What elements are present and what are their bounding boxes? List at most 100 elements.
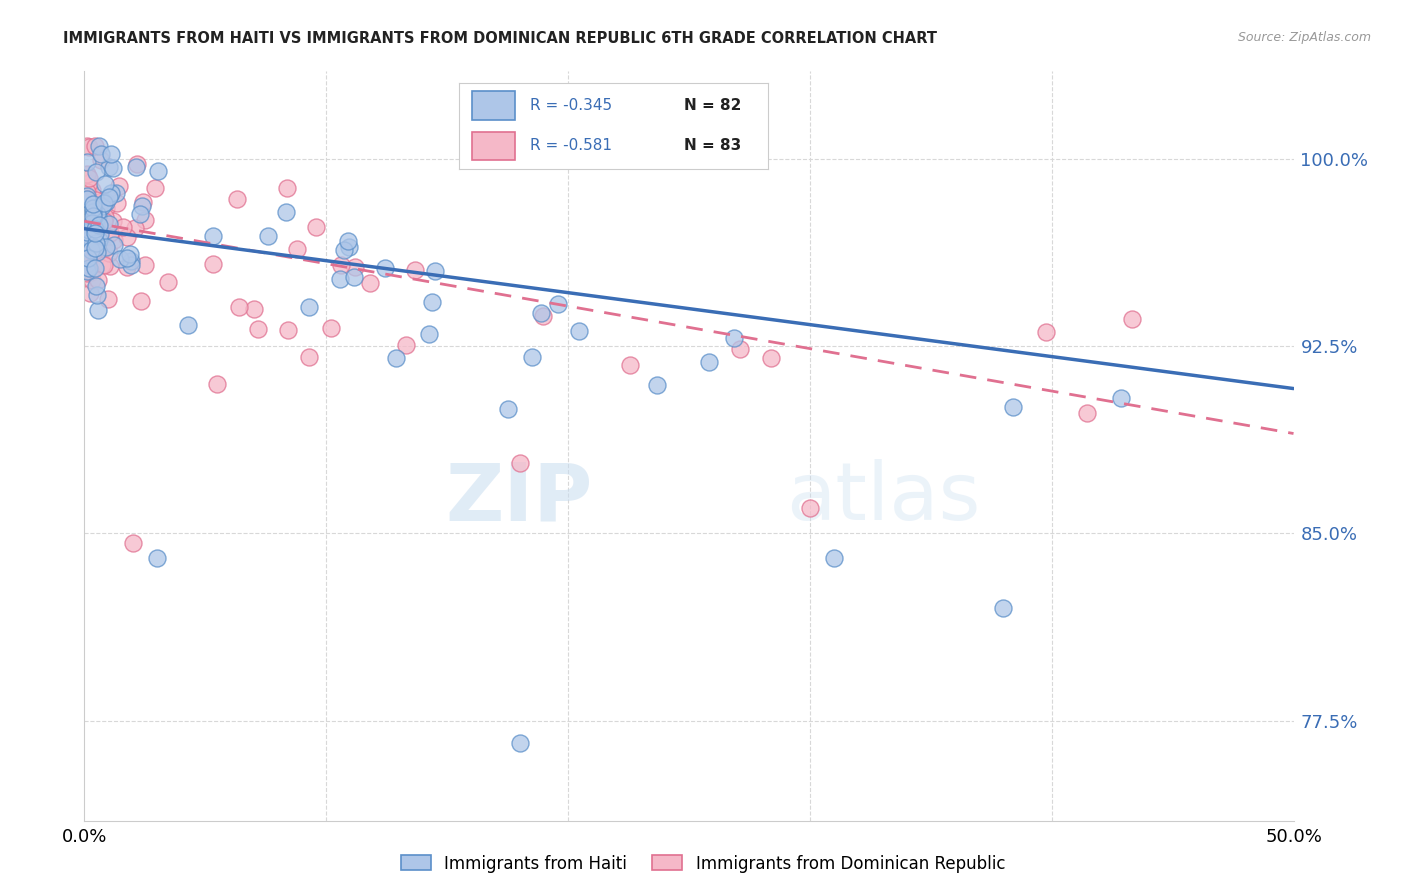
Point — [145, 181, 167, 195]
Point — [98, 246, 121, 260]
Point — [93, 258, 115, 272]
Point — [83, 139, 105, 153]
Point — [98, 226, 121, 240]
Point — [343, 269, 366, 284]
Point — [101, 161, 124, 176]
Point — [77, 219, 100, 233]
Point — [530, 306, 553, 320]
Point — [305, 220, 328, 235]
Point — [823, 551, 845, 566]
Point — [1121, 311, 1143, 326]
Point — [243, 302, 266, 317]
Point — [131, 293, 153, 308]
Point — [77, 209, 100, 223]
Point — [418, 327, 440, 342]
Point — [87, 139, 110, 153]
Point — [132, 195, 155, 210]
Point — [131, 199, 153, 213]
Point — [257, 229, 280, 244]
Point — [329, 272, 352, 286]
Point — [337, 240, 360, 254]
Point — [89, 227, 111, 241]
Point — [79, 231, 101, 245]
Point — [374, 260, 396, 275]
Point — [728, 342, 751, 356]
Point — [76, 192, 98, 206]
Point — [134, 213, 156, 227]
Point — [77, 180, 100, 194]
Point — [228, 301, 250, 315]
Point — [120, 258, 142, 272]
Point — [76, 192, 98, 206]
Text: IMMIGRANTS FROM HAITI VS IMMIGRANTS FROM DOMINICAN REPUBLIC 6TH GRADE CORRELATIO: IMMIGRANTS FROM HAITI VS IMMIGRANTS FROM… — [63, 31, 938, 46]
Point — [1109, 391, 1132, 405]
Point — [84, 241, 107, 255]
Point — [84, 278, 107, 293]
Point — [336, 234, 359, 248]
Point — [277, 323, 299, 337]
Point — [87, 303, 110, 318]
Point — [87, 218, 110, 232]
Point — [993, 601, 1015, 615]
Point — [84, 165, 107, 179]
Point — [207, 376, 229, 391]
Point — [97, 217, 120, 231]
Point — [697, 355, 720, 369]
Point — [77, 140, 100, 154]
Text: Source: ZipAtlas.com: Source: ZipAtlas.com — [1237, 31, 1371, 45]
Point — [84, 261, 107, 276]
Point — [77, 261, 100, 276]
Point — [115, 260, 138, 274]
Point — [425, 264, 447, 278]
Point — [799, 501, 821, 516]
Point — [619, 358, 641, 372]
Point — [522, 350, 544, 364]
Point — [77, 235, 100, 250]
Point — [76, 185, 98, 199]
Point — [1035, 325, 1057, 339]
Point — [120, 254, 142, 268]
Point — [329, 258, 352, 272]
Point — [115, 251, 138, 265]
Point — [76, 265, 98, 279]
Point — [79, 243, 101, 257]
Legend: Immigrants from Haiti, Immigrants from Dominican Republic: Immigrants from Haiti, Immigrants from D… — [394, 848, 1012, 880]
Point — [86, 244, 108, 259]
Point — [90, 258, 112, 272]
Point — [76, 255, 98, 269]
Point — [76, 256, 98, 270]
Point — [76, 139, 98, 153]
Point — [568, 324, 591, 338]
Point — [128, 207, 150, 221]
Point — [77, 252, 100, 266]
Point — [321, 320, 343, 334]
Point — [108, 178, 131, 193]
Point — [276, 181, 298, 195]
Point — [531, 309, 554, 323]
Point — [90, 153, 112, 168]
Point — [103, 233, 125, 247]
Point — [80, 265, 103, 279]
Point — [404, 263, 426, 277]
Point — [1076, 406, 1098, 420]
Point — [509, 736, 531, 750]
Point — [97, 292, 120, 306]
Point — [105, 195, 128, 210]
Point — [86, 288, 108, 302]
Point — [79, 286, 101, 301]
Text: ZIP: ZIP — [444, 459, 592, 538]
Point — [83, 222, 105, 236]
Point — [146, 551, 169, 566]
Point — [93, 195, 115, 210]
Point — [90, 146, 112, 161]
Point — [76, 154, 98, 169]
Point — [98, 190, 121, 204]
Point — [509, 457, 531, 471]
Point — [177, 318, 200, 332]
Point — [80, 241, 103, 255]
Point — [96, 195, 118, 210]
Point — [76, 263, 98, 277]
Point — [98, 259, 121, 273]
Point — [89, 244, 111, 258]
Point — [82, 201, 104, 215]
